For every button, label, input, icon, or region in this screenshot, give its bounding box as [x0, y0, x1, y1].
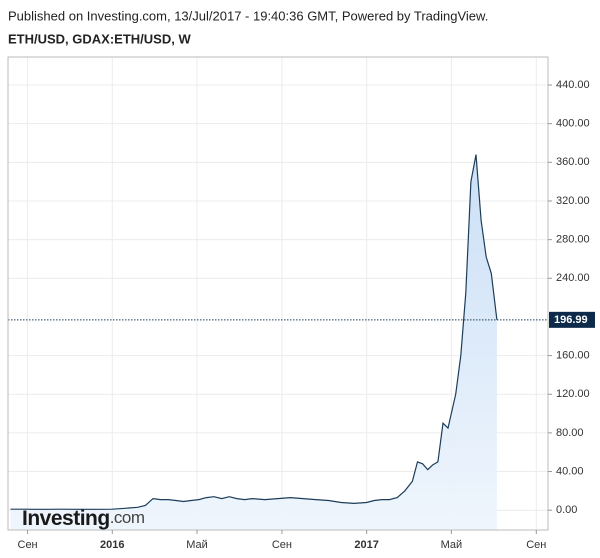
chart-subtitle: ETH/USD, GDAX:ETH/USD, W: [8, 31, 191, 46]
plot-frame: [7, 56, 549, 531]
last-price-label: 196.99: [554, 314, 588, 326]
x-tick-label: Май: [441, 539, 463, 551]
marks: [8, 154, 548, 530]
y-tick-label: 440.00: [556, 79, 590, 91]
x-tick-label: Май: [186, 539, 208, 551]
y-tick-label: 160.00: [556, 349, 590, 361]
y-tick-label: 0.00: [556, 504, 577, 516]
y-tick-label: 400.00: [556, 118, 590, 130]
area-fill: [10, 154, 497, 530]
y-tick-label: 240.00: [556, 272, 590, 284]
chart-title: Published on Investing.com, 13/Jul/2017 …: [8, 8, 488, 23]
y-tick-label: 80.00: [556, 427, 584, 439]
last-price-box: [549, 311, 595, 328]
x-tick-label: Сен: [526, 539, 546, 551]
y-tick-label: 360.00: [556, 156, 590, 168]
price-line: [10, 154, 498, 510]
x-tick-label: Сен: [18, 539, 38, 551]
x-tick-label: 2017: [354, 539, 378, 551]
y-tick-label: 120.00: [556, 388, 590, 400]
watermark: Investing.com: [22, 507, 145, 530]
y-tick-label: 320.00: [556, 195, 590, 207]
x-tick-label: 2016: [100, 539, 124, 551]
grid: [8, 57, 548, 530]
axes: 0.00 40.00 80.00 120.00 160.00 240.00 280.00 32…: [18, 79, 595, 551]
y-tick-label: 280.00: [556, 234, 590, 246]
watermark-suffix: .com: [110, 508, 145, 527]
x-tick-label: Сен: [272, 539, 292, 551]
watermark-main: Investing: [22, 507, 110, 530]
y-tick-label: 40.00: [556, 465, 584, 477]
